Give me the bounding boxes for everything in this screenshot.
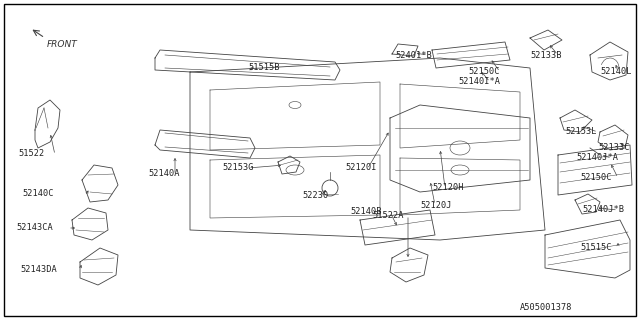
Text: 52401*B: 52401*B [395, 51, 432, 60]
Text: 51522A: 51522A [372, 211, 403, 220]
Text: 52140I*A: 52140I*A [458, 77, 500, 86]
Text: 52133B: 52133B [530, 51, 561, 60]
Text: 52140J*B: 52140J*B [582, 205, 624, 214]
Text: 52153L: 52153L [565, 127, 596, 137]
Text: 51515C: 51515C [580, 244, 611, 252]
Text: 52140A: 52140A [148, 170, 179, 179]
Text: 52150C: 52150C [580, 173, 611, 182]
Text: 52120J: 52120J [420, 201, 451, 210]
Text: 51515B: 51515B [248, 63, 280, 73]
Text: 52120I: 52120I [345, 164, 376, 172]
Text: 52120H: 52120H [432, 183, 463, 193]
Text: 52140C: 52140C [22, 188, 54, 197]
Text: 52133C: 52133C [598, 143, 630, 153]
Text: 52140J*A: 52140J*A [576, 154, 618, 163]
Text: FRONT: FRONT [47, 40, 77, 49]
Text: A505001378: A505001378 [520, 303, 573, 313]
Text: 51522: 51522 [18, 149, 44, 158]
Text: 52153G: 52153G [222, 164, 253, 172]
Text: 52230: 52230 [302, 191, 328, 201]
Text: 52143DA: 52143DA [20, 266, 57, 275]
Text: 52143CA: 52143CA [16, 223, 52, 233]
Text: 52140L: 52140L [600, 68, 632, 76]
Text: 52150C: 52150C [468, 68, 499, 76]
Text: 52140B: 52140B [350, 207, 381, 217]
